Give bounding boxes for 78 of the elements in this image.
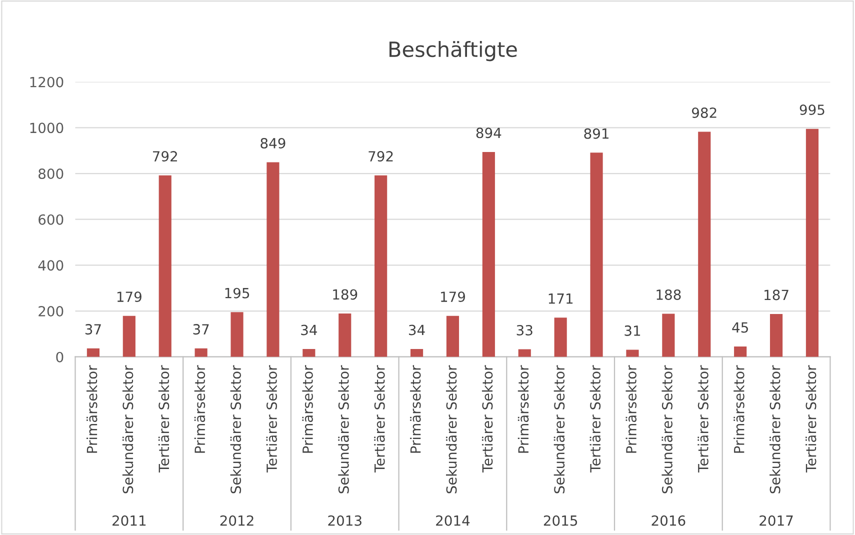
bar [122,316,136,357]
data-label: 34 [408,324,425,336]
data-label: 45 [732,322,748,333]
data-label: 195 [225,288,250,298]
x-tick-label: Primärsektor [302,365,313,453]
bar [662,314,675,357]
data-label: 33 [516,324,532,336]
text: 2013 [328,515,362,526]
bar [194,348,208,357]
x-tick-label: Tertiärer Sektor [806,365,816,473]
bar [770,314,783,357]
data-label: 792 [368,151,393,162]
bar [518,349,531,357]
bar [374,175,388,357]
x-tick-label: Sekundärer Sektor [662,365,672,494]
data-label: 792 [153,151,177,162]
x-tick-label: Primärsektor [734,365,744,453]
x-tick-label: Tertiärer Sektor [698,365,708,473]
text: 2011 [112,515,146,526]
bar [806,128,819,357]
text: 2017 [760,515,793,526]
bar [158,175,172,357]
data-label: 179 [117,292,142,302]
chart-title: Beschäftigte [390,41,517,62]
bar [266,162,280,357]
bar [482,152,495,357]
y-tick-label: 1200 [30,76,64,88]
text: 2014 [436,515,470,526]
text: 2015 [544,515,578,526]
x-tick-label: Tertiärer Sektor [266,365,277,473]
data-label: 849 [260,138,286,148]
bar [554,318,567,357]
x-tick-label: Primärsektor [410,365,421,453]
x-tick-label: Sekundärer Sektor [230,365,242,494]
y-tick-label: 0 [56,352,64,362]
x-tick-label: Primärsektor [518,365,529,453]
x-tick-label: Tertiärer Sektor [158,365,170,473]
bar [230,312,244,357]
data-label: 995 [800,104,824,116]
bar [338,314,352,357]
x-tick-label: Primärsektor [626,365,637,453]
data-label: 187 [764,290,788,300]
bar [410,349,424,357]
bar [86,348,100,357]
x-tick-label: Tertiärer Sektor [590,365,601,473]
x-tick-label: Sekundärer Sektor [338,365,349,494]
y-tick-label: 400 [38,260,64,271]
y-tick-label: 600 [38,214,64,225]
bar [626,350,639,357]
bar [446,316,460,357]
x-tick-label: Primärsektor [194,365,206,453]
y-tick-label: 1000 [30,122,64,134]
x-tick-label: Primärsektor [86,365,98,453]
data-label: 37 [193,324,209,335]
x-tick-label: Sekundärer Sektor [122,365,134,494]
data-label: 34 [301,324,317,336]
bar [590,152,603,357]
data-label: 171 [548,294,573,304]
data-label: 37 [85,324,101,335]
x-tick-label: Tertiärer Sektor [482,365,493,473]
data-label: 31 [624,325,640,336]
bar [698,132,711,357]
text: 2012 [220,515,254,526]
x-tick-label: Sekundärer Sektor [770,365,780,494]
data-label: 982 [692,108,716,118]
bar [734,346,747,357]
data-label: 891 [584,128,608,139]
x-tick-label: Tertiärer Sektor [374,365,385,473]
x-tick-label: Sekundärer Sektor [554,365,565,494]
data-label: 188 [656,289,681,300]
text: 2016 [652,515,686,526]
bar [302,349,316,357]
y-tick-label: 200 [38,306,64,316]
data-label: 179 [440,292,465,302]
data-label: 894 [476,128,502,138]
data-label: 189 [333,289,358,300]
y-tick-label: 800 [38,168,64,179]
x-tick-label: Sekundärer Sektor [446,365,457,494]
